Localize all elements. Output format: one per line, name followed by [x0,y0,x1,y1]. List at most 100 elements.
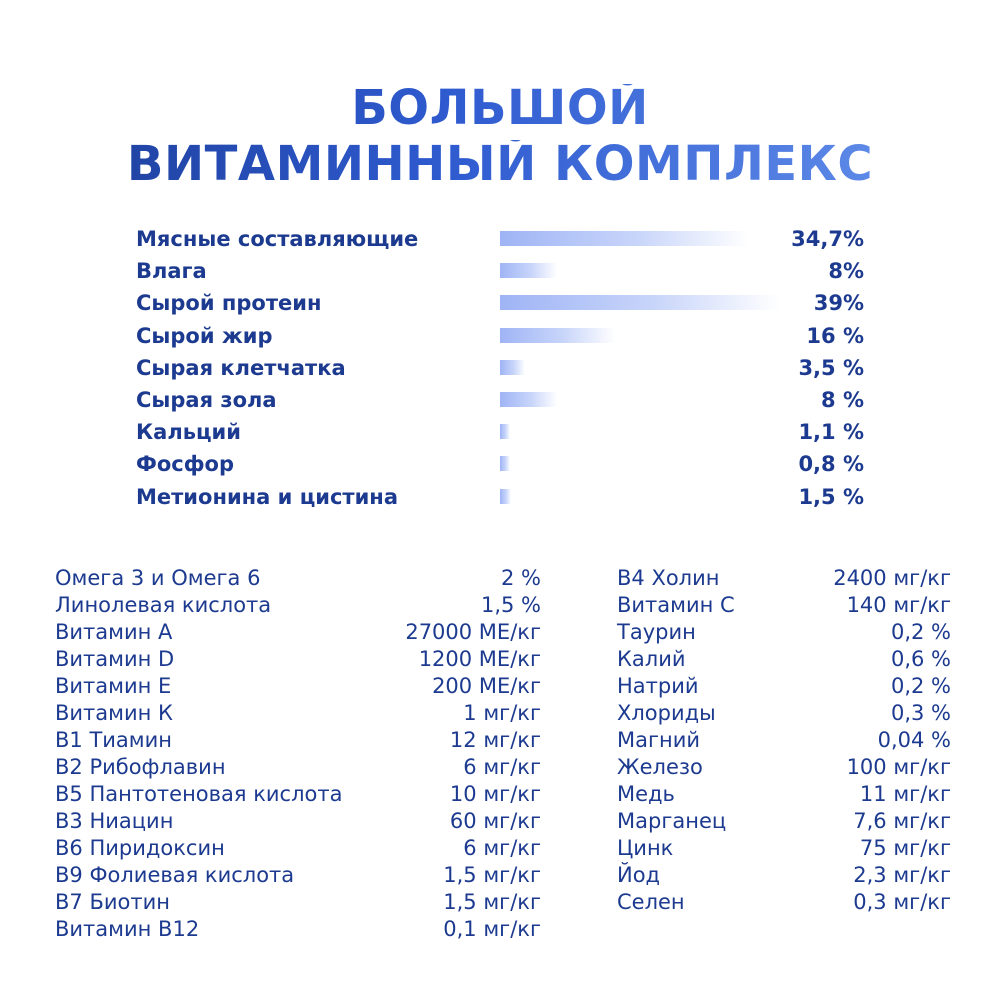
nutrient-value: 7,6 мг/кг [853,809,951,833]
nutrient-value: 0,6 % [890,647,951,671]
composition-row: Фосфор 0,8 % [0,448,1000,480]
nutrient-value: 200 МЕ/кг [432,674,541,698]
nutrient-row: Железо 100 мг/кг [617,754,951,781]
composition-value: 1,5 % [798,484,864,509]
nutrient-value: 60 мг/кг [449,809,541,833]
nutrient-row: Хлориды 0,3 % [617,700,951,727]
nutrient-name: Омега 3 и Омега 6 [55,566,261,590]
nutrient-value: 1,5 мг/кг [443,890,541,914]
nutrient-name: В7 Биотин [55,890,170,914]
nutrient-row: В4 Холин 2400 мг/кг [617,565,951,592]
nutrient-value: 0,3 % [890,701,951,725]
nutrient-value: 6 мг/кг [463,836,541,860]
nutrient-value: 2400 мг/кг [833,566,951,590]
nutrient-name: Витамин К [55,701,173,725]
nutrient-row: Витамин D 1200 МЕ/кг [55,646,541,673]
nutrient-row: В9 Фолиевая кислота 1,5 мг/кг [55,862,541,889]
composition-value: 34,7% [791,227,864,251]
nutrient-value: 11 мг/кг [859,782,951,806]
nutrient-row: В7 Биотин 1,5 мг/кг [55,889,541,916]
composition-row: Сырая клетчатка 3,5 % [0,352,1000,384]
nutrient-row: Марганец 7,6 мг/кг [617,808,951,835]
nutrient-name: Калий [617,647,686,671]
composition-row: Сырая зола 8 % [0,384,1000,416]
nutrient-name: Магний [617,728,701,752]
composition-row: Сырой протеин 39% [0,287,1000,319]
nutrient-name: В9 Фолиевая кислота [55,863,295,887]
composition-label: Мясные составляющие [136,227,419,251]
composition-bar [500,359,526,375]
composition-bar [500,424,510,440]
nutrient-row: Таурин 0,2 % [617,619,951,646]
nutrient-name: Хлориды [617,701,716,725]
nutrient-row: В1 Тиамин 12 мг/кг [55,727,541,754]
nutrient-row: Селен 0,3 мг/кг [617,889,951,916]
composition-label: Метионина и цистина [136,484,398,509]
nutrient-name: В3 Ниацин [55,809,174,833]
nutrient-name: В2 Рибофлавин [55,755,226,779]
nutrient-name: Витамин А [55,620,173,644]
nutrient-name: Таурин [617,620,696,644]
composition-label: Сырой жир [136,323,273,348]
nutrient-name: Цинк [617,836,674,860]
nutrient-name: Витамин Е [55,674,172,698]
nutrient-value: 2 % [501,566,541,590]
nutrient-row: Витамин Е 200 МЕ/кг [55,673,541,700]
composition-bar [500,231,750,246]
title-line-1: БОЛЬШОЙ [0,84,1000,132]
composition-value: 0,8 % [798,452,864,477]
nutrient-value: 140 мг/кг [846,593,951,617]
nutrient-name: В6 Пиридоксин [55,836,225,860]
nutrient-name: Марганец [617,809,727,833]
nutrient-row: Цинк 75 мг/кг [617,835,951,862]
composition-value: 3,5 % [798,355,864,380]
title-line-2: ВИТАМИННЫЙ КОМПЛЕКС [0,140,1000,188]
nutrient-row: Витамин А 27000 МЕ/кг [55,619,541,646]
nutrient-name: Селен [617,890,685,914]
nutrient-row: В3 Ниацин 60 мг/кг [55,808,541,835]
composition-row: Кальций 1,1 % [0,416,1000,448]
nutrient-row: Калий 0,6 % [617,646,951,673]
composition-bar [500,295,780,311]
nutrient-value: 0,3 мг/кг [853,890,951,914]
composition-label: Сырая клетчатка [136,355,346,380]
nutrient-row: Йод 2,3 мг/кг [617,862,951,889]
nutrient-name: Витамин С [617,593,735,617]
nutrient-row: Витамин К 1 мг/кг [55,700,541,727]
composition-value: 8% [828,259,864,284]
nutrient-row: Витамин С 140 мг/кг [617,592,951,619]
nutrient-name: Витамин D [55,647,175,671]
nutrient-value: 0,1 мг/кг [443,917,541,941]
nutrient-row: В2 Рибофлавин 6 мг/кг [55,754,541,781]
nutrient-value: 100 мг/кг [846,755,951,779]
nutrient-row: Витамин В12 0,1 мг/кг [55,916,541,943]
nutrient-name: Медь [617,782,675,806]
composition-row: Мясные составляющие 34,7% [0,223,1000,255]
composition-value: 16 % [806,323,864,348]
composition-label: Фосфор [136,452,234,477]
nutrient-row: Натрий 0,2 % [617,673,951,700]
composition-label: Сырая зола [136,388,277,412]
composition-label: Кальций [136,420,241,445]
nutrient-row: Магний 0,04 % [617,727,951,754]
composition-value: 1,1 % [798,420,864,445]
nutrient-value: 1,5 % [480,593,541,617]
nutrient-value: 10 мг/кг [449,782,541,806]
composition-bar [500,263,558,279]
nutrient-row: В6 Пиридоксин 6 мг/кг [55,835,541,862]
nutrient-value: 1 мг/кг [463,701,541,725]
composition-value: 39% [813,291,864,316]
composition-row: Сырой жир 16 % [0,320,1000,352]
composition-bar [500,392,558,407]
nutrient-value: 6 мг/кг [463,755,541,779]
composition-bar [500,327,615,343]
nutrient-name: Натрий [617,674,699,698]
nutrient-row: В5 Пантотеновая кислота 10 мг/кг [55,781,541,808]
composition-label: Влага [136,259,207,284]
nutrient-value: 0,2 % [890,620,951,644]
nutrient-row: Линолевая кислота 1,5 % [55,592,541,619]
nutrient-value: 75 мг/кг [859,836,951,860]
nutrient-name: В5 Пантотеновая кислота [55,782,343,806]
nutrient-value: 0,04 % [877,728,951,752]
composition-row: Влага 8% [0,255,1000,287]
